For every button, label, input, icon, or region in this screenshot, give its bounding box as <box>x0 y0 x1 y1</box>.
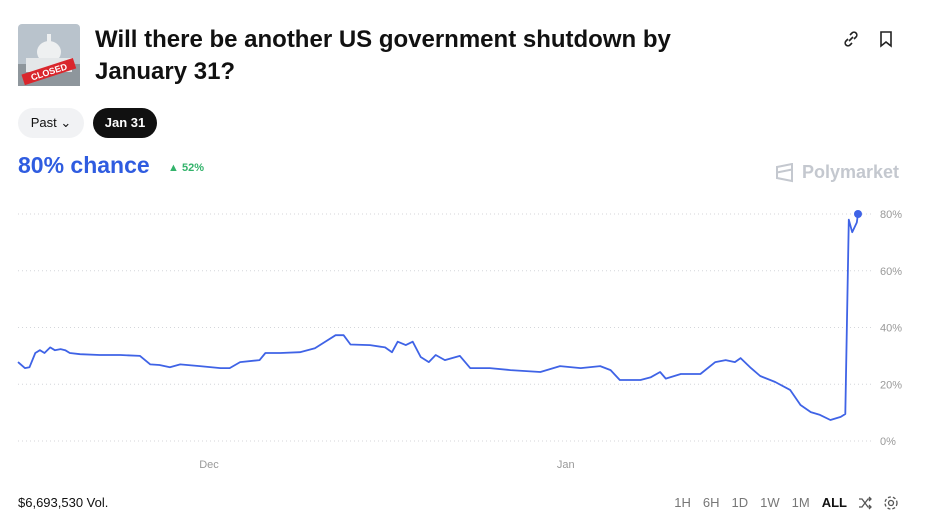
y-tick-label: 80% <box>880 209 902 221</box>
range-button[interactable]: 1D <box>731 495 749 510</box>
range-button[interactable]: 1H <box>674 495 691 510</box>
title: Will there be another US government shut… <box>95 26 671 85</box>
x-tick-label: Dec <box>199 459 219 471</box>
x-tick-label: Jan <box>557 459 575 471</box>
thumbnail: CLOSED <box>18 24 80 86</box>
volume: $6,693,530 Vol. <box>18 495 109 510</box>
tab-active[interactable]: Jan 31 <box>93 108 157 138</box>
range-button[interactable]: ALL <box>821 495 847 510</box>
range-button[interactable]: 1M <box>791 495 810 510</box>
settings-icon[interactable] <box>883 495 899 511</box>
brand-logo <box>776 163 793 183</box>
chance: 80% chance <box>18 152 150 178</box>
change: ▲ 52% <box>168 162 204 174</box>
y-tick-label: 60% <box>880 266 902 278</box>
y-tick-label: 40% <box>880 323 902 335</box>
range-selector: 1H 6H 1D 1W 1M ALL <box>674 495 899 511</box>
end-point <box>854 210 862 218</box>
y-tick-label: 0% <box>880 436 896 448</box>
change-value: 52% <box>181 162 204 174</box>
tab-label: Past <box>30 115 57 130</box>
range-button[interactable]: 6H <box>702 495 720 510</box>
link-icon[interactable] <box>842 30 860 48</box>
bookmark-icon[interactable] <box>877 30 895 48</box>
y-tick-label: 20% <box>880 379 902 391</box>
range-button[interactable]: 1W <box>760 495 780 510</box>
shuffle-icon[interactable] <box>857 495 873 511</box>
brand: Polymarket <box>802 162 900 182</box>
tab[interactable]: Past ⌄ <box>18 108 84 138</box>
line <box>17 213 859 421</box>
tab-label: Jan 31 <box>104 115 146 130</box>
